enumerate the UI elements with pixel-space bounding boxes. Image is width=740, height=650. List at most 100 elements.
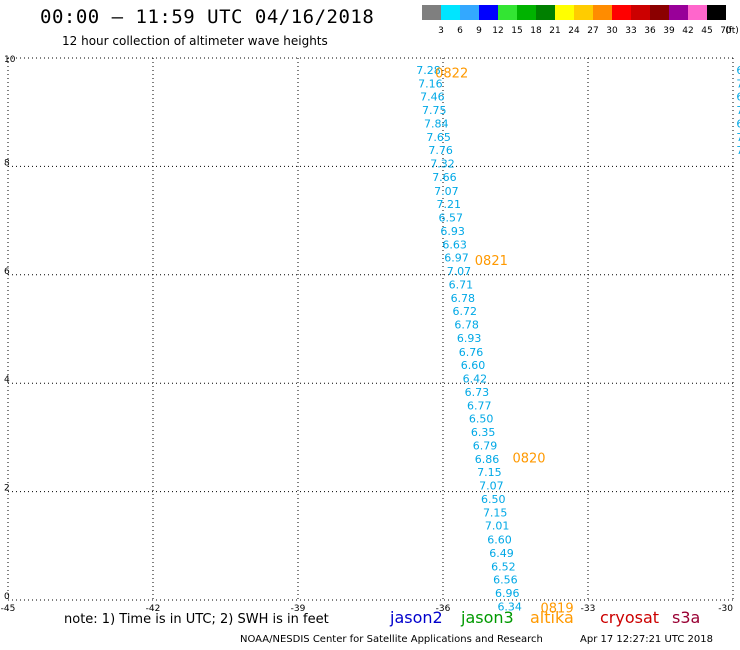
scale-label: 27 [587, 26, 599, 36]
scale-swatch-15 [498, 5, 517, 20]
wave-height-point-edge: 7 [736, 144, 740, 157]
wave-height-point: 6.78 [454, 319, 479, 332]
wave-height-point: 6.96 [495, 587, 520, 600]
wave-height-point: 7.01 [485, 520, 510, 533]
scale-label: 6 [457, 26, 463, 36]
legend-cryosat: cryosat [600, 608, 660, 627]
legend-jason2: jason2 [390, 608, 443, 627]
scale-label: 9 [476, 26, 482, 36]
y-tick-label: 2 [4, 484, 10, 494]
wave-height-point: 7.07 [434, 185, 459, 198]
scale-label: 15 [511, 26, 523, 36]
scale-label: 18 [530, 26, 542, 36]
wave-height-point: 6.63 [442, 238, 467, 251]
x-tick-label: -33 [581, 604, 596, 614]
wave-height-point-edge: 6 [736, 64, 740, 77]
wave-height-point: 7.66 [432, 171, 457, 184]
scale-swatch-18 [517, 5, 536, 20]
scale-swatch-39 [650, 5, 669, 20]
scale-swatch-45 [688, 5, 707, 20]
scale-swatch-9 [460, 5, 479, 20]
x-tick-label: -42 [146, 604, 161, 614]
legend-s3a: s3a [672, 608, 701, 627]
scale-swatch-21 [536, 5, 555, 20]
time-label: 0821 [475, 254, 508, 269]
y-tick-label: 6 [4, 267, 10, 277]
wave-height-point: 6.78 [451, 292, 476, 305]
x-tick-label: -30 [718, 604, 733, 614]
wave-height-point: 7.84 [424, 118, 449, 131]
scale-label: 21 [549, 26, 561, 36]
wave-height-point: 7.15 [477, 466, 502, 479]
generated-timestamp: Apr 17 12:27:21 UTC 2018 [580, 634, 713, 645]
time-label: 0820 [512, 451, 545, 466]
wave-height-point: 7.07 [479, 480, 504, 493]
scale-swatch-6 [441, 5, 460, 20]
wave-height-point: 7.76 [428, 144, 453, 157]
y-tick-label: 4 [4, 375, 10, 385]
wave-height-point: 6.71 [449, 279, 474, 292]
wave-height-point: 6.76 [459, 346, 484, 359]
scale-label: 45 [701, 26, 713, 36]
chart-title: 00:00 – 11:59 UTC 04/16/2018 [40, 6, 375, 28]
wave-height-point: 7.28 [416, 64, 441, 77]
wave-height-point: 6.73 [465, 386, 490, 399]
scale-swatch-70 [707, 5, 726, 20]
wave-height-point: 7.65 [426, 131, 451, 144]
scale-label: 42 [682, 26, 694, 36]
wave-height-point: 7.46 [420, 90, 445, 103]
wave-height-point: 6.50 [481, 493, 506, 506]
scale-swatch-30 [593, 5, 612, 20]
y-tick-label: 8 [4, 158, 10, 168]
scale-swatch-36 [631, 5, 650, 20]
wave-height-point: 6.35 [471, 426, 496, 439]
wave-height-point: 7.32 [430, 158, 455, 171]
time-label: 0822 [435, 67, 468, 82]
wave-height-point: 6.57 [438, 211, 463, 224]
wave-height-point: 6.52 [491, 560, 516, 573]
scale-swatch-33 [612, 5, 631, 20]
scale-label: 33 [625, 26, 637, 36]
scale-label: 3 [438, 26, 444, 36]
scale-swatch-42 [669, 5, 688, 20]
scale-swatch-3 [422, 5, 441, 20]
scale-unit: (ft) [725, 26, 739, 36]
x-tick-label: -45 [1, 604, 16, 614]
wave-height-point: 7.21 [437, 198, 462, 211]
wave-height-point: 6.60 [461, 359, 486, 372]
wave-height-point: 6.72 [453, 305, 478, 318]
scale-swatch-24 [555, 5, 574, 20]
wave-height-point: 7.07 [447, 265, 472, 278]
wave-height-point: 6.42 [463, 372, 488, 385]
x-tick-label: -39 [291, 604, 306, 614]
wave-height-point: 6.50 [469, 412, 494, 425]
wave-height-point: 6.79 [473, 440, 498, 453]
scale-label: 30 [606, 26, 618, 36]
scale-label: 12 [492, 26, 504, 36]
time-label: 0819 [541, 602, 574, 617]
wave-height-point: 6.60 [487, 533, 512, 546]
scale-swatch-27 [574, 5, 593, 20]
wave-height-point-edge: 7 [736, 104, 740, 117]
wave-height-point-edge: 7 [736, 77, 740, 90]
wave-height-point: 6.93 [457, 332, 482, 345]
wave-height-point: 6.93 [440, 225, 465, 238]
footer-note: note: 1) Time is in UTC; 2) SWH is in fe… [64, 612, 329, 627]
wave-height-point: 7.75 [422, 104, 447, 117]
wave-height-point-edge: 6 [736, 118, 740, 131]
x-tick-label: -36 [436, 604, 451, 614]
y-tick-label: 10 [4, 55, 16, 65]
wave-height-point: 6.86 [475, 453, 500, 466]
scale-label: 36 [644, 26, 656, 36]
wave-height-point: 6.56 [493, 573, 518, 586]
wave-height-point-edge: 6 [736, 90, 740, 103]
wave-height-point: 6.34 [497, 601, 522, 614]
wave-height-point-edge: 7 [736, 131, 740, 144]
scale-label: 70 [720, 26, 732, 36]
credit-text: NOAA/NESDIS Center for Satellite Applica… [240, 634, 543, 645]
wave-height-point: 6.97 [444, 251, 469, 264]
wave-height-point: 7.16 [418, 77, 443, 90]
scale-swatch-12 [479, 5, 498, 20]
scale-label: 39 [663, 26, 675, 36]
